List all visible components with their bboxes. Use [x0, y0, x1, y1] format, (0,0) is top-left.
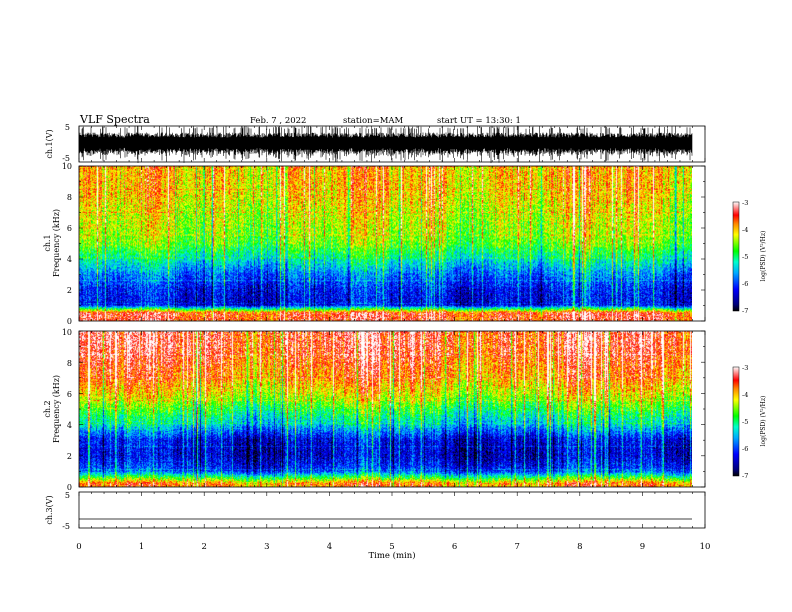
colorbar-ch1-scale [732, 201, 740, 312]
cb1-tick-3: -3 [742, 199, 748, 207]
ch2-frequency-ylabel: Frequency (kHz) [52, 375, 61, 443]
cb2-tick-7: -7 [742, 472, 748, 480]
xtick-5: 5 [389, 542, 394, 552]
start-time-label: start UT = 13:30: 1 [437, 116, 521, 126]
ch1-ylabel: ch.1(V) [45, 129, 54, 158]
colorbar-ch2-scale [732, 366, 740, 477]
ch1-frequency-ylabel: Frequency (kHz) [52, 209, 61, 277]
xtick-3: 3 [264, 542, 269, 552]
cb1-tick-5: -5 [742, 253, 748, 261]
time-axis-label: Time (min) [368, 550, 415, 561]
ch3-ylabel: ch.3(V) [45, 495, 54, 524]
ch2-spectrogram-panel: 0 2 4 6 8 10 ch.2 Frequency (kHz) [43, 328, 706, 492]
xtick-0: 0 [76, 542, 81, 552]
ch3-waveform-panel: 5 -5 ch.3(V) [45, 491, 706, 531]
ch2-ytick-4: 4 [67, 421, 72, 430]
xtick-10: 10 [700, 542, 711, 552]
xtick-6: 6 [452, 542, 457, 552]
ch1-ytick-bottom: -5 [62, 154, 70, 163]
ch2-frequency-ticks: 0 2 4 6 8 10 [62, 328, 72, 492]
ch2-ytick-0: 0 [67, 483, 72, 492]
ch1-channel-label: ch.1 [43, 234, 52, 251]
ch2-ytick-2: 2 [67, 452, 72, 461]
xtick-8: 8 [577, 542, 582, 552]
ch3-ytick-bottom: -5 [62, 522, 70, 531]
ch1-spectrogram-panel: 0 2 4 6 8 10 ch.1 Frequency (kHz) [43, 162, 706, 326]
colorbar-ch1-label: log(PSD) (V²/Hz) [760, 231, 767, 282]
ch2-ytick-10: 10 [62, 328, 72, 337]
xtick-4: 4 [327, 542, 332, 552]
colorbar-ch1: -3 -4 -5 -6 -7 log(PSD) (V²/Hz) [732, 199, 767, 315]
station-label: station=MAM [343, 116, 404, 126]
cb1-tick-4: -4 [742, 226, 748, 234]
cb1-tick-7: -7 [742, 307, 748, 315]
xtick-2: 2 [201, 542, 206, 552]
ch2-ytick-6: 6 [67, 390, 72, 399]
figure-title: VLF Spectra [79, 113, 150, 126]
ch1-waveform-panel: 5 -5 ch.1(V) [45, 123, 706, 164]
ch1-ytick-0: 0 [67, 317, 72, 326]
cb2-tick-3: -3 [742, 364, 748, 372]
ch3-ytick-top: 5 [65, 491, 70, 500]
cb2-tick-4: -4 [742, 391, 748, 399]
ch1-ytick-10: 10 [62, 162, 72, 171]
time-axis-ticks [78, 126, 706, 528]
ch2-ytick-8: 8 [67, 359, 72, 368]
cb2-tick-5: -5 [742, 418, 748, 426]
ch2-channel-label: ch.2 [43, 400, 52, 417]
colorbar-ch2: -3 -4 -5 -6 -7 log(PSD) (V²/Hz) [732, 364, 767, 480]
date-label: Feb. 7 , 2022 [250, 116, 306, 126]
ch1-ytick-2: 2 [67, 286, 72, 295]
xtick-9: 9 [640, 542, 645, 552]
cb1-tick-6: -6 [742, 280, 748, 288]
xtick-1: 1 [139, 542, 144, 552]
time-axis-labels: 0 1 2 3 4 5 6 7 8 9 10 Time (min) [76, 542, 710, 561]
ch1-spectrogram-image [79, 166, 692, 321]
ch1-waveform-trace [78, 126, 693, 164]
xtick-7: 7 [514, 542, 519, 552]
colorbar-ch2-label: log(PSD) (V²/Hz) [760, 396, 767, 447]
ch1-ytick-4: 4 [67, 255, 72, 264]
ch1-frequency-ticks: 0 2 4 6 8 10 [62, 162, 72, 326]
ch2-spectrogram-image [79, 331, 692, 487]
ch1-ytick-6: 6 [67, 224, 72, 233]
ch1-ytick-8: 8 [67, 193, 72, 202]
cb2-tick-6: -6 [742, 445, 748, 453]
ch1-ytick-top: 5 [65, 123, 70, 132]
